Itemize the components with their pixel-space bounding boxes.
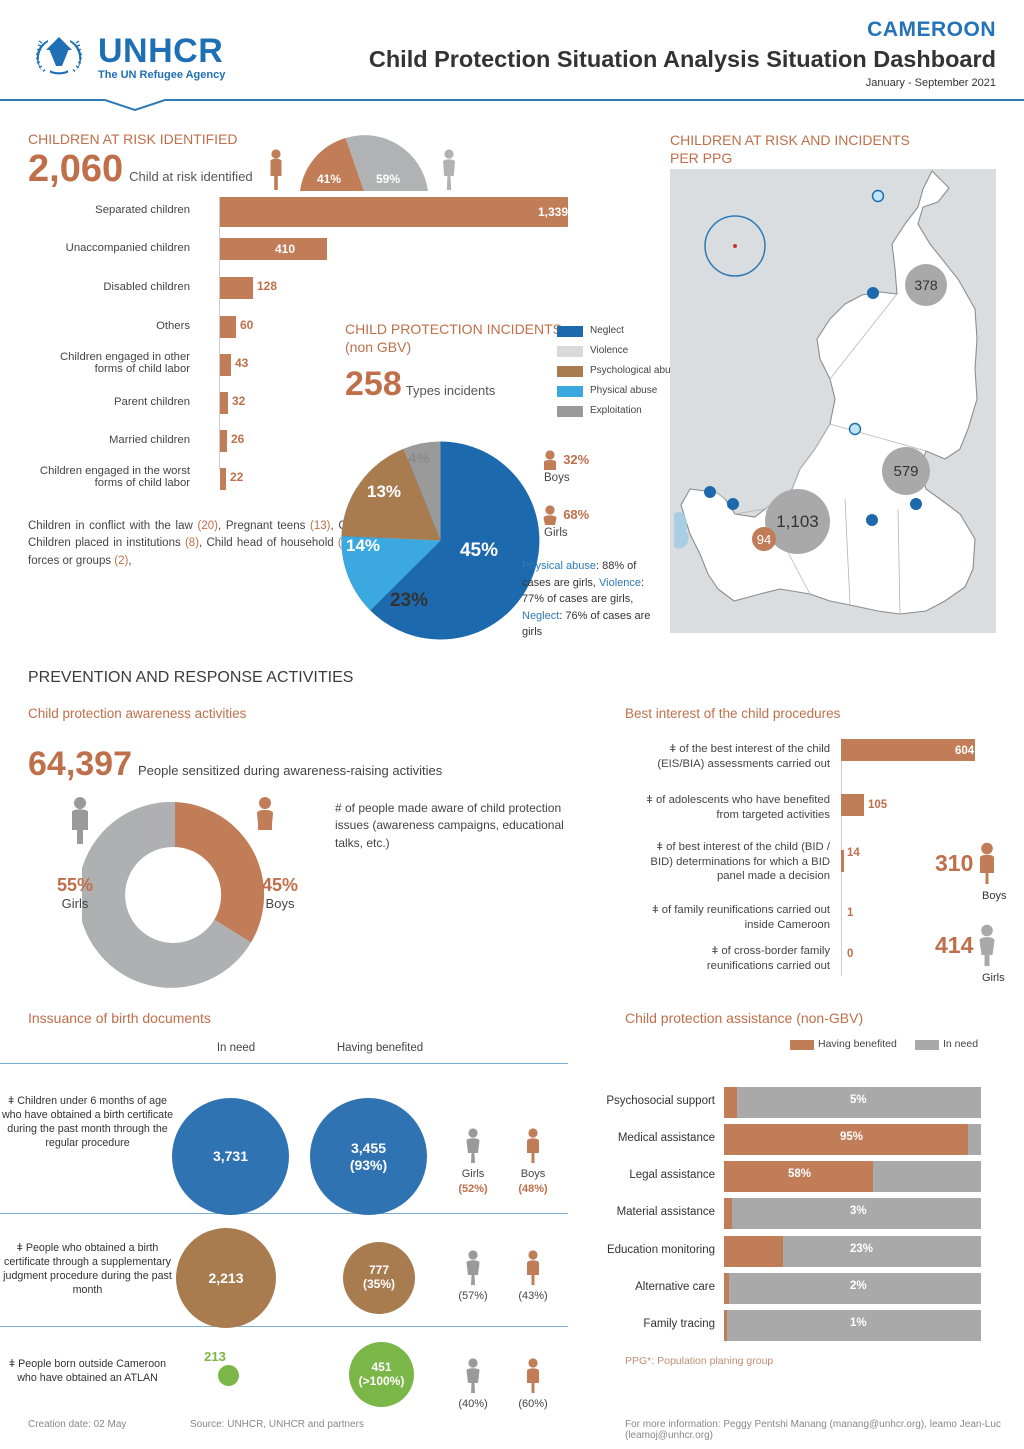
svg-text:23%: 23% bbox=[390, 590, 428, 611]
svg-text:41%: 41% bbox=[317, 172, 341, 186]
svg-text:59%: 59% bbox=[376, 172, 400, 186]
svg-text:4%: 4% bbox=[408, 450, 430, 467]
svg-text:14%: 14% bbox=[346, 536, 380, 555]
svg-text:45%: 45% bbox=[460, 540, 498, 561]
svg-text:13%: 13% bbox=[367, 482, 401, 501]
